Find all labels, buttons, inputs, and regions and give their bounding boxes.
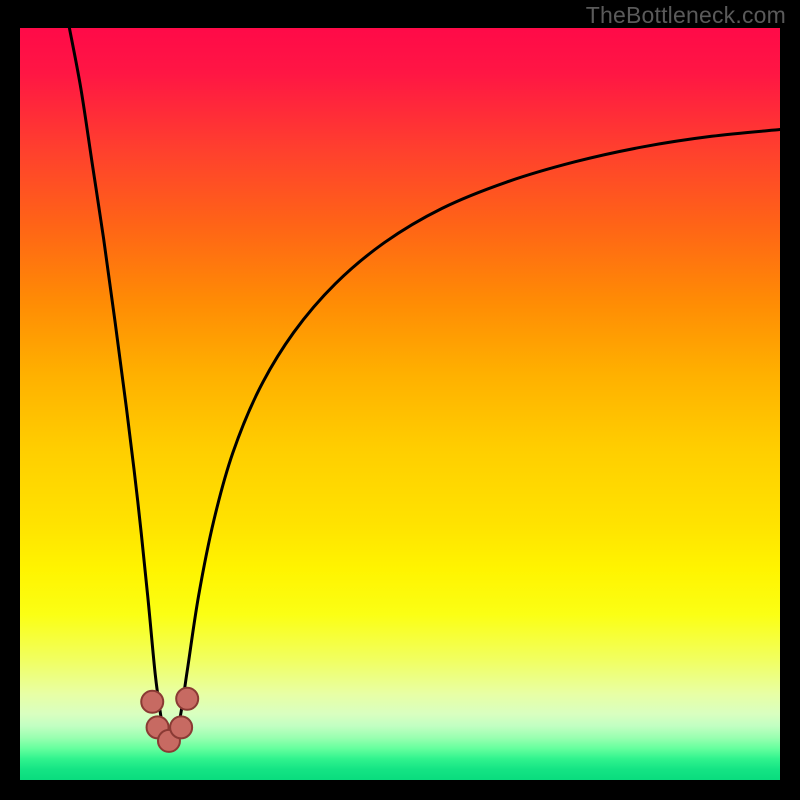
dip-markers	[141, 688, 198, 752]
dip-marker	[141, 691, 163, 713]
plot-area	[20, 28, 780, 780]
dip-marker	[170, 716, 192, 738]
watermark-text: TheBottleneck.com	[586, 2, 786, 29]
dip-marker	[176, 688, 198, 710]
bottleneck-curve	[69, 28, 780, 739]
curve-svg	[20, 28, 780, 780]
